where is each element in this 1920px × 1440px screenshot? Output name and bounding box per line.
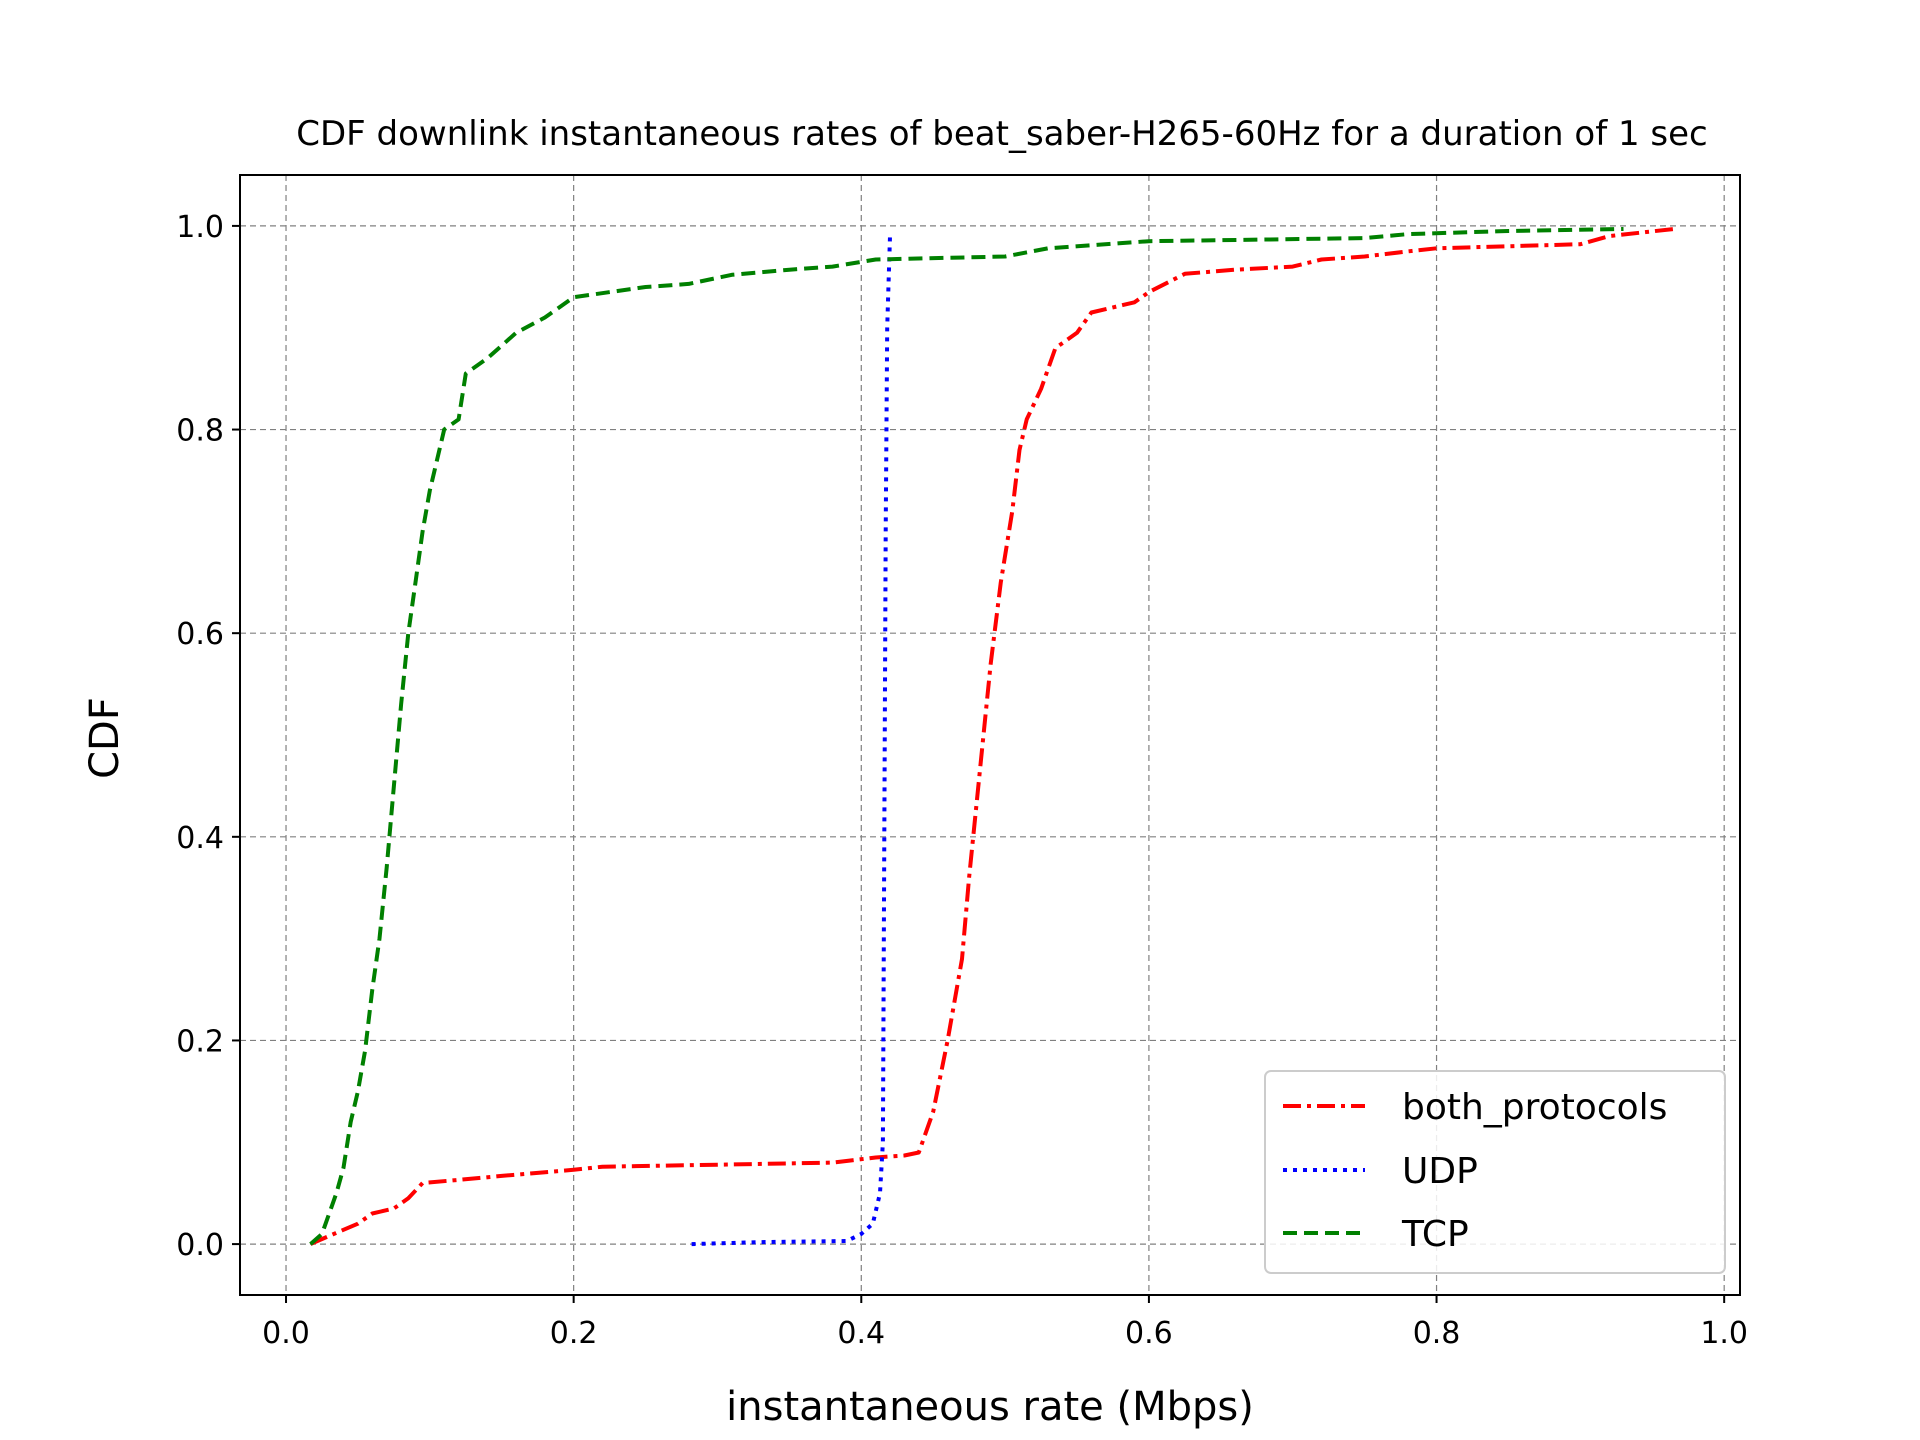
x-tick-label: 0.6 — [1125, 1316, 1173, 1351]
legend-box — [1264, 1070, 1726, 1274]
y-tick-label: 0.4 — [176, 821, 224, 856]
legend-label-udp: UDP — [1402, 1151, 1478, 1192]
x-tick-label: 0.2 — [550, 1316, 598, 1351]
chart-title: CDF downlink instantaneous rates of beat… — [296, 114, 1707, 154]
x-tick-label: 1.0 — [1700, 1316, 1748, 1351]
y-tick-label: 1.0 — [176, 210, 224, 245]
y-tick-label: 0.0 — [176, 1228, 224, 1263]
x-tick-label: 0.4 — [837, 1316, 885, 1351]
legend-label-tcp: TCP — [1401, 1214, 1469, 1255]
y-tick-label: 0.8 — [176, 414, 224, 449]
legend: both_protocols UDP TCP — [1264, 1070, 1726, 1274]
x-tick-label: 0.8 — [1413, 1316, 1461, 1351]
series-lines — [309, 227, 1675, 1247]
plot-frame — [239, 174, 1741, 1296]
y-axis-title: CDF — [82, 697, 128, 779]
series-line-udp — [691, 236, 892, 1247]
series-line-tcp — [309, 227, 1624, 1246]
y-tick-label: 0.2 — [176, 1024, 224, 1059]
axis-ticks: 0.0 0.2 0.4 0.6 0.8 1.0 0.0 0.2 0.4 0.6 0.8 1.0 — [176, 210, 1748, 1351]
x-axis-title: instantaneous rate (Mbps) — [726, 1384, 1254, 1430]
series-line-both-protocols — [309, 227, 1675, 1246]
x-tick-label: 0.0 — [262, 1316, 310, 1351]
y-tick-label: 0.6 — [176, 617, 224, 652]
legend-label-both-protocols: both_protocols — [1402, 1087, 1667, 1128]
